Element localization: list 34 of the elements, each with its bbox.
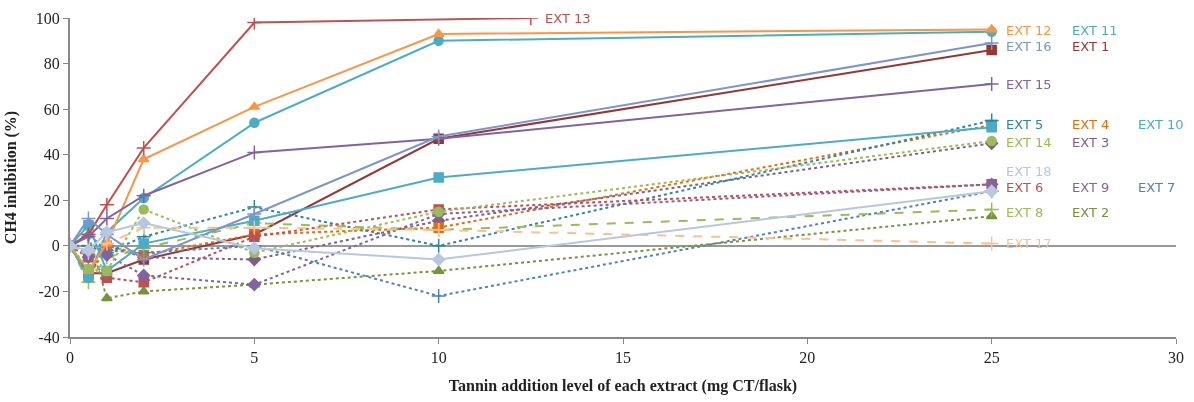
y-tick-label: 40: [43, 146, 60, 164]
y-tick-label: 20: [43, 191, 60, 209]
x-tick-label: 25: [983, 349, 1000, 367]
y-axis-title: CH4 inhibition (%): [2, 110, 21, 245]
text: EXT 10: [1138, 117, 1184, 132]
series-label: EXT 13: [545, 11, 591, 26]
y-tick-label: 60: [43, 100, 60, 118]
y-tick-label: -20: [38, 283, 60, 301]
series-label: EXT 14: [1006, 135, 1052, 150]
series-label: EXT 16: [1006, 39, 1052, 54]
x-tick-label: 20: [799, 349, 816, 367]
x-tick-label: 0: [66, 349, 74, 367]
text: EXT 11: [1072, 23, 1118, 38]
text: EXT 3: [1072, 135, 1110, 150]
text: EXT 7: [1138, 180, 1176, 195]
x-tick-label: 15: [615, 349, 631, 367]
text: EXT 4: [1072, 117, 1110, 132]
x-tick-label: 10: [430, 349, 447, 367]
y-tick-label: 0: [51, 237, 60, 255]
text: EXT 2: [1072, 205, 1110, 220]
x-tick-label: 5: [250, 349, 259, 367]
series-label: EXT 8: [1006, 205, 1044, 220]
text: EXT 1: [1072, 39, 1110, 54]
series-label: EXT 18: [1006, 164, 1052, 179]
series-label: EXT 12: [1006, 23, 1052, 38]
x-axis-title: Tannin addition level of each extract (mg CT/flask): [448, 377, 798, 396]
series-label: EXT 6: [1006, 180, 1044, 195]
y-tick-label: 80: [43, 55, 60, 73]
y-tick-label: -40: [38, 328, 60, 346]
y-tick-label: 100: [35, 9, 60, 27]
series-label: EXT 5: [1006, 117, 1044, 132]
text: EXT 9: [1072, 180, 1110, 195]
x-tick-label: 30: [1168, 349, 1184, 367]
series-label: EXT 15: [1006, 77, 1052, 92]
